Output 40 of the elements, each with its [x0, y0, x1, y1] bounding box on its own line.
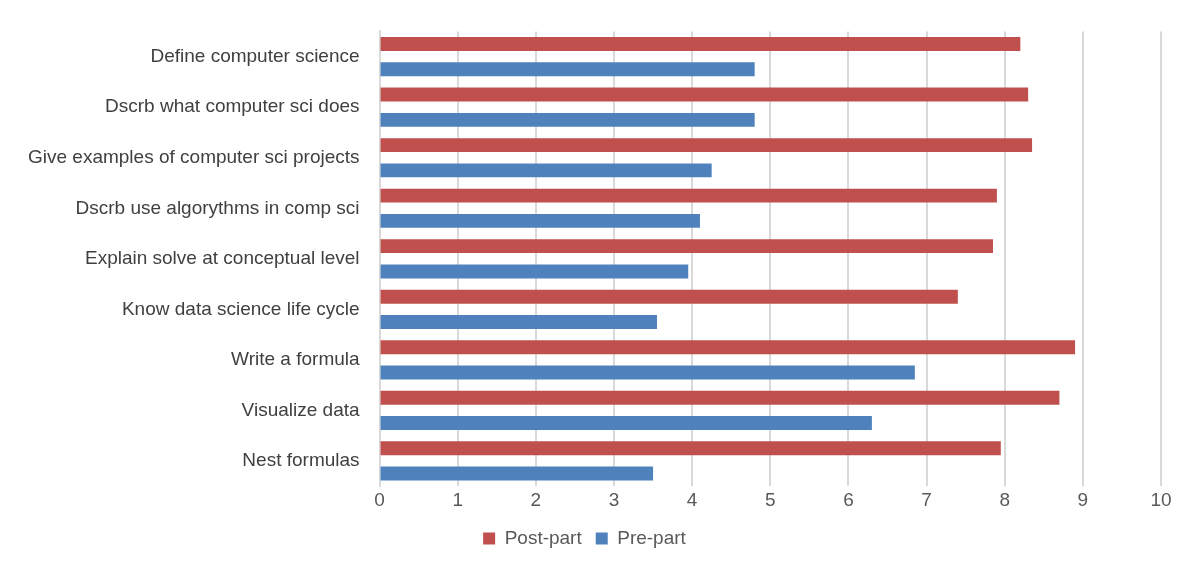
bar [380, 264, 689, 279]
bar [380, 163, 712, 178]
legend-label: Pre-part [617, 526, 687, 548]
bar [380, 416, 872, 430]
x-tick-label: 7 [921, 488, 932, 510]
x-tick-label: 6 [843, 488, 854, 510]
bar [380, 213, 700, 228]
bar [380, 37, 1021, 51]
y-tick-label: Define computer science [150, 44, 360, 66]
x-tick-label: 2 [530, 488, 542, 510]
x-tick-label: 0 [374, 488, 385, 510]
bar [380, 441, 1001, 456]
bar [380, 289, 958, 304]
bar [380, 112, 755, 127]
legend-label: Post-part [504, 526, 583, 548]
bar [380, 87, 1029, 102]
x-tick-label: 5 [765, 488, 776, 510]
y-tick-label: Visualize data [241, 398, 360, 420]
bar [380, 340, 1076, 355]
y-tick-label: Nest formulas [242, 449, 360, 471]
y-tick-label: Write a formula [231, 348, 360, 370]
bar [380, 315, 657, 329]
y-tick-label: Dscrb what computer sci does [105, 95, 360, 117]
y-tick-label: Know data science life cycle [121, 297, 360, 319]
bar [380, 365, 915, 380]
bar [380, 138, 1033, 153]
bar [380, 188, 997, 203]
y-tick-label: Give examples of computer sci projects [27, 145, 360, 167]
x-tick-label: 1 [452, 488, 463, 510]
bar [380, 62, 755, 77]
bar [380, 466, 654, 481]
bar [380, 239, 993, 254]
x-tick-label: 8 [999, 488, 1010, 510]
bar [380, 390, 1060, 405]
x-tick-label: 10 [1150, 488, 1172, 510]
x-tick-label: 4 [686, 488, 698, 510]
x-tick-label: 3 [608, 488, 620, 510]
x-tick-label: 9 [1077, 488, 1089, 510]
y-tick-label: Dscrb use algorythms in comp sci [75, 196, 360, 218]
y-tick-label: Explain solve at conceptual level [84, 247, 360, 269]
